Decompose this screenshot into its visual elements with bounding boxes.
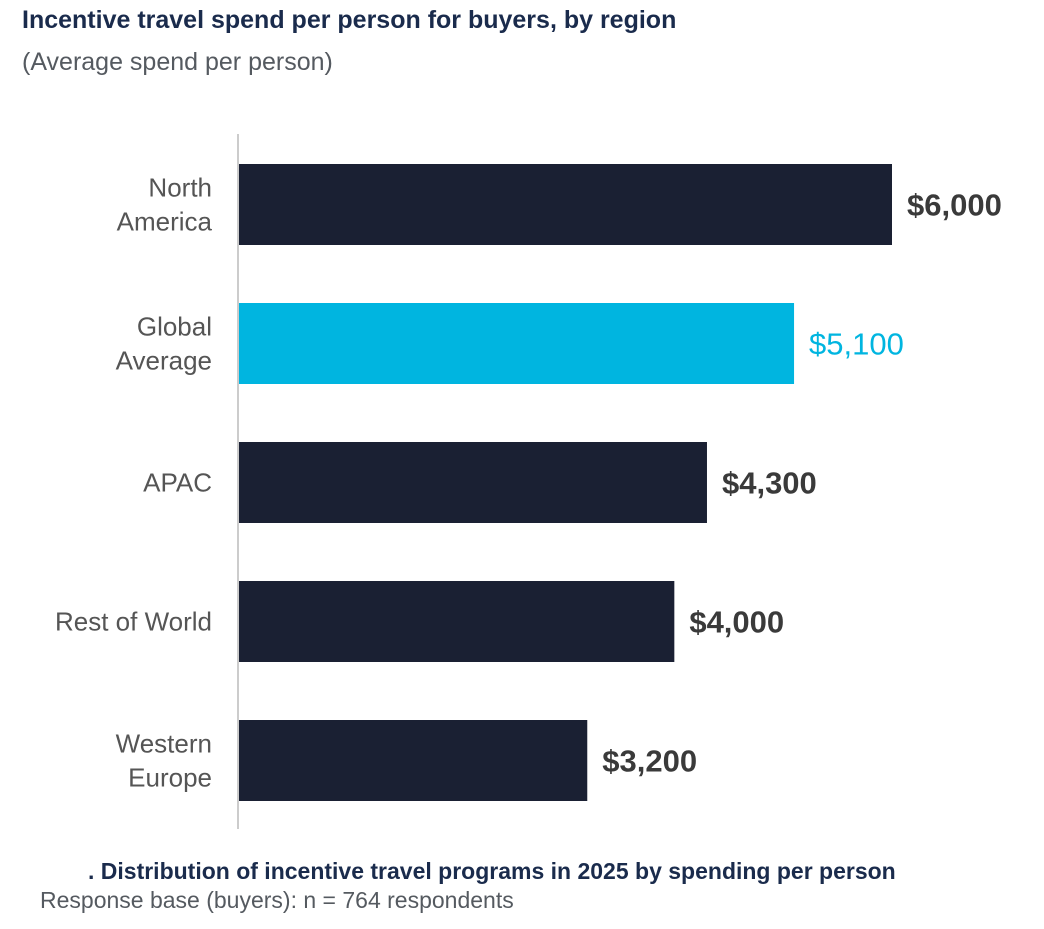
footnote-title: . Distribution of incentive travel progr…: [88, 858, 896, 884]
chart-title: Incentive travel spend per person for bu…: [22, 6, 677, 34]
bar: [239, 581, 675, 662]
category-label: Rest of World: [55, 607, 212, 637]
bar: [239, 442, 707, 523]
category-label: Global Average: [116, 312, 212, 376]
data-label: $4,000: [689, 605, 784, 640]
category-label: APAC: [143, 468, 212, 498]
category-label: Western Europe: [116, 729, 212, 793]
footnote-response-base: Response base (buyers): n = 764 responde…: [40, 887, 514, 913]
data-label: $4,300: [722, 466, 817, 501]
bar: [239, 720, 588, 801]
chart-subtitle: (Average spend per person): [22, 48, 333, 76]
category-label: North America: [117, 173, 213, 237]
bar: [239, 303, 795, 384]
data-label: $6,000: [907, 188, 1002, 223]
bar: [239, 164, 892, 245]
data-label: $5,100: [809, 327, 904, 362]
data-label: $3,200: [602, 744, 697, 779]
